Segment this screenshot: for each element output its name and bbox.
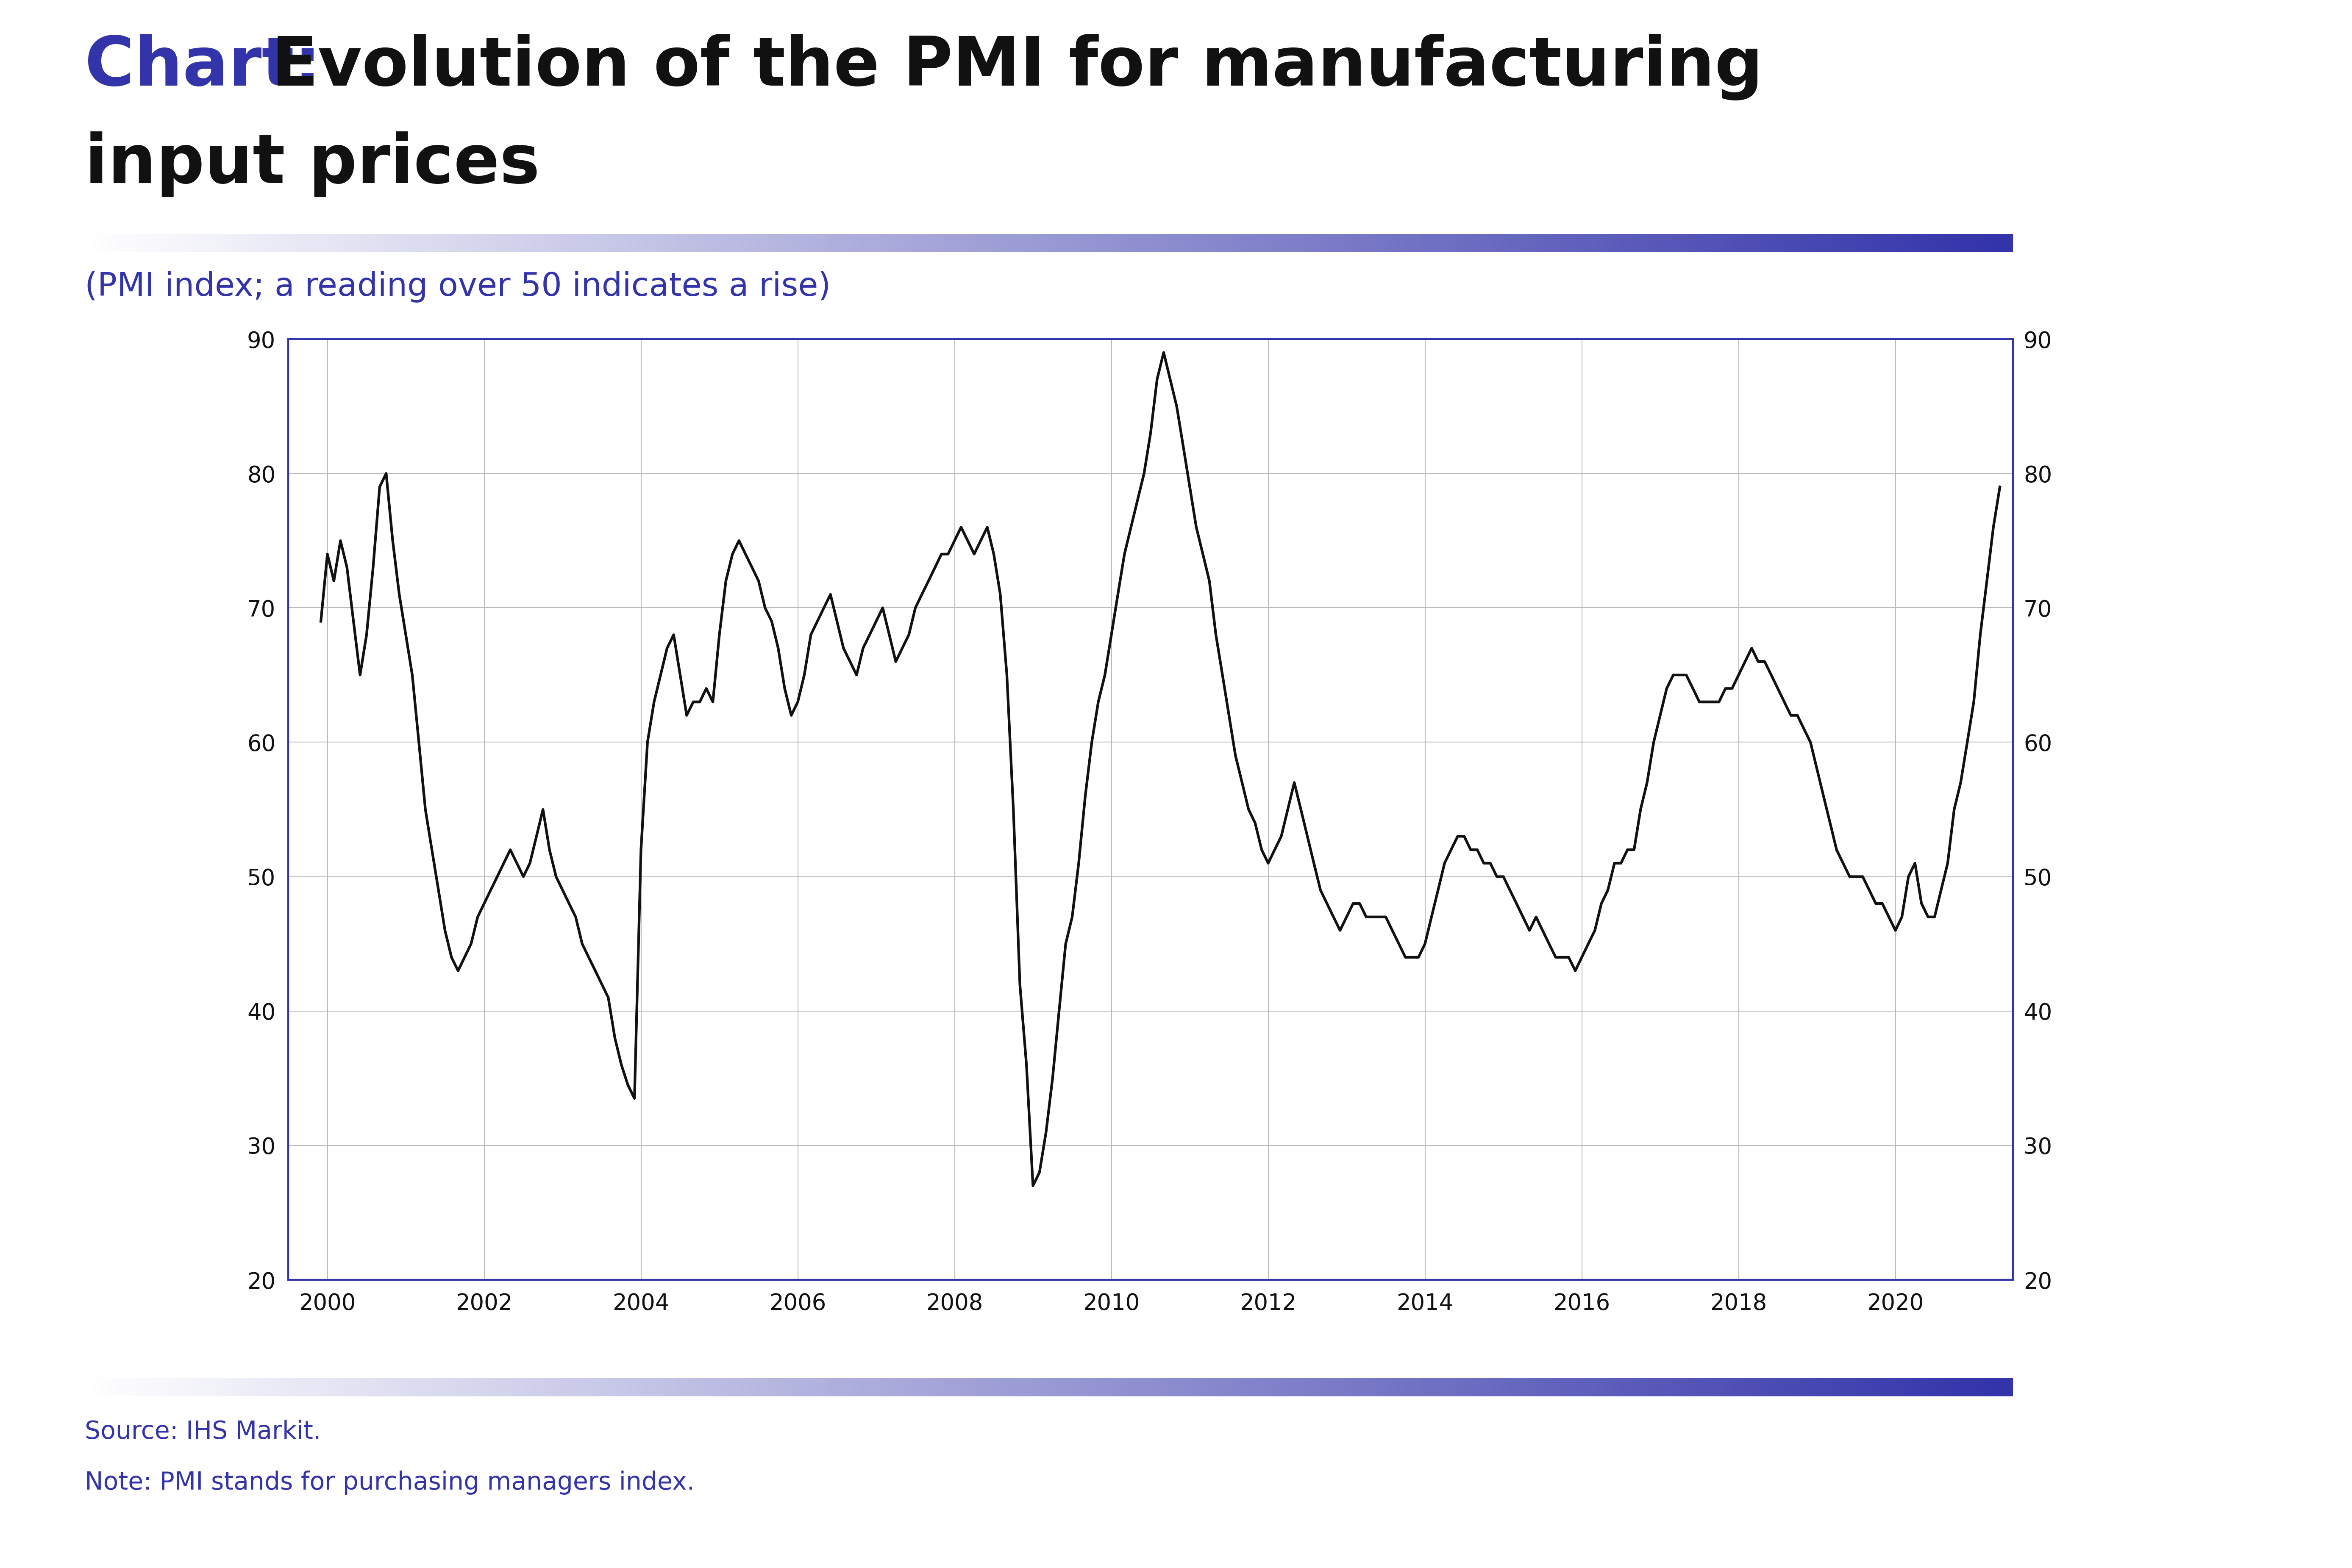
Text: Evolution of the PMI for manufacturing: Evolution of the PMI for manufacturing xyxy=(247,34,1764,100)
Text: Chart:: Chart: xyxy=(85,34,322,100)
Text: Source: IHS Markit.: Source: IHS Markit. xyxy=(85,1419,320,1444)
Text: Note: PMI stands for purchasing managers index.: Note: PMI stands for purchasing managers… xyxy=(85,1471,694,1494)
Text: (PMI index; a reading over 50 indicates a rise): (PMI index; a reading over 50 indicates … xyxy=(85,271,830,303)
Text: input prices: input prices xyxy=(85,132,541,198)
